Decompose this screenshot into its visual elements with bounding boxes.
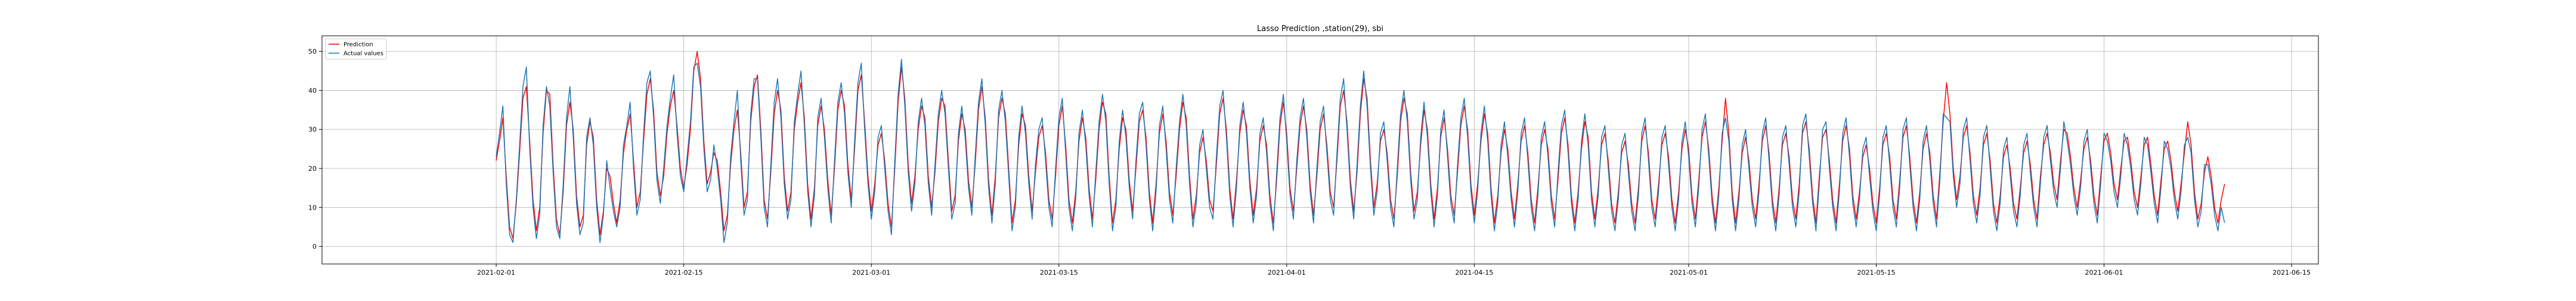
- plot-area: 2021-02-01 2021-02-15 2021-03-01 2021-03-15…: [308, 35, 2319, 277]
- series-line-actual: [496, 59, 2225, 243]
- y-tick-label: 10: [308, 204, 317, 211]
- y-tick-label: 20: [308, 165, 317, 173]
- y-axis: 0 10 20 30 40 50: [308, 48, 322, 251]
- y-tick-label: 40: [308, 87, 317, 94]
- legend-label-prediction: Prediction: [343, 42, 373, 48]
- axes-frame: [321, 35, 2319, 265]
- x-tick-label: 2021-03-01: [852, 269, 890, 277]
- x-axis: 2021-02-01 2021-02-15 2021-03-01 2021-03-15…: [477, 264, 2311, 277]
- legend-label-actual: Actual values: [343, 51, 383, 57]
- x-tick-label: 2021-06-01: [2085, 269, 2123, 277]
- x-tick-label: 2021-04-15: [1455, 269, 1493, 277]
- chart-title: Lasso Prediction ,station(29), sbi: [1257, 24, 1383, 33]
- y-tick-label: 50: [308, 48, 317, 56]
- x-tick-label: 2021-03-15: [1040, 269, 1078, 277]
- x-tick-label: 2021-02-15: [665, 269, 703, 277]
- y-tick-label: 30: [308, 126, 317, 134]
- x-tick-label: 2021-05-01: [1670, 269, 1708, 277]
- x-tick-label: 2021-02-01: [477, 269, 515, 277]
- x-tick-label: 2021-06-15: [2272, 269, 2311, 277]
- x-tick-label: 2021-05-15: [1857, 269, 1896, 277]
- x-tick-label: 2021-04-01: [1268, 269, 1306, 277]
- series-layer: [496, 51, 2225, 243]
- legend-box: [325, 38, 387, 60]
- y-tick-label: 0: [312, 243, 317, 251]
- legend: Prediction Actual values: [325, 38, 387, 60]
